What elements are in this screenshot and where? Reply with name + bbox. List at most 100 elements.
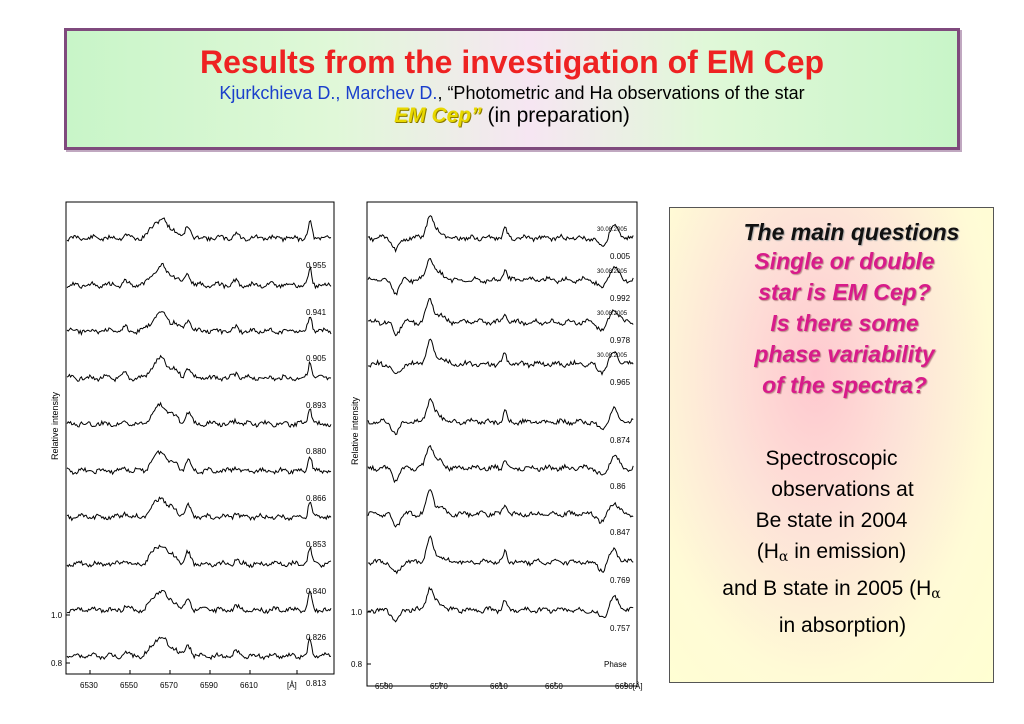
right-phase-label-9: 0.757 bbox=[610, 624, 631, 633]
left-phase-labels: 0.955 0.941 0.905 0.893 0.880 0.866 0.853 0.840… bbox=[306, 261, 327, 688]
star-name: EM Cep” bbox=[394, 104, 482, 127]
right-phase-label-4: 0.965 bbox=[610, 378, 631, 387]
obs-line-3: Be state in 2004 bbox=[755, 509, 908, 532]
left-spectra-plot: 0.955 0.941 0.905 0.893 0.880 0.866 0.853 0.840… bbox=[50, 201, 335, 690]
left-spectrum-1 bbox=[66, 217, 332, 243]
obs-line-4: (Hα in emission) bbox=[670, 536, 993, 573]
left-spectrum-4 bbox=[66, 354, 332, 383]
slide-title: Results from the investigation of EM Cep bbox=[199, 44, 825, 80]
left-xticks: 6530 6550 6570 6590 6610 [Å] bbox=[80, 670, 298, 690]
right-xtick-2: 6570 bbox=[430, 682, 448, 691]
left-spectra-curves bbox=[66, 217, 332, 661]
left-phase-label-7: 0.853 bbox=[306, 540, 327, 549]
left-phase-label-5: 0.880 bbox=[306, 447, 327, 456]
left-phase-label-6: 0.866 bbox=[306, 494, 327, 503]
right-spectrum-3 bbox=[367, 298, 634, 337]
questions-heading: The main questions bbox=[743, 219, 960, 245]
question-line-2: star is EM Cep? bbox=[758, 279, 931, 305]
questions-box: The main questions Single or double star… bbox=[669, 207, 994, 683]
left-spectrum-6 bbox=[66, 449, 332, 476]
left-spectrum-10 bbox=[66, 636, 332, 661]
left-xtick-3: 6570 bbox=[160, 681, 178, 690]
citation-status: (in preparation) bbox=[481, 104, 630, 127]
right-date-label-4: 30.08.2005 bbox=[597, 353, 628, 359]
left-xtick-2: 6550 bbox=[120, 681, 138, 690]
right-date-label-3: 30.08.2005 bbox=[597, 311, 628, 317]
left-phase-label-3: 0.905 bbox=[306, 354, 327, 363]
left-ytick-1: 1.0 bbox=[51, 611, 63, 620]
alpha-symbol: α bbox=[778, 549, 789, 565]
right-spectrum-8 bbox=[367, 535, 634, 575]
question-line-4: phase variability bbox=[754, 341, 935, 367]
left-spectrum-9 bbox=[66, 589, 332, 615]
right-xtick-5: 6690[Å] bbox=[615, 682, 643, 691]
left-plot-frame bbox=[65, 201, 335, 675]
left-xtick-6: [Å] bbox=[287, 681, 297, 690]
left-xtick-1: 6530 bbox=[80, 681, 98, 690]
citation-line: Kjurkchieva D., Marchev D., “Photometric… bbox=[67, 82, 957, 104]
right-spectrum-9 bbox=[367, 586, 634, 623]
right-spectrum-7 bbox=[367, 489, 634, 528]
right-date-label-2: 30.08.2005 bbox=[597, 269, 628, 275]
left-xtick-5: 6610 bbox=[240, 681, 258, 690]
obs-line-2: observations at bbox=[771, 478, 914, 501]
right-xtick-4: 6650 bbox=[545, 682, 563, 691]
right-spectra-figure: 30.08.2005 0.005 30.08.2005 0.992 30.08.2005… bbox=[340, 200, 643, 700]
left-ylabel: Relative intensity bbox=[50, 391, 60, 460]
right-xtick-3: 6610 bbox=[490, 682, 508, 691]
right-phase-label-5: 0.874 bbox=[610, 436, 631, 445]
left-spectrum-3 bbox=[66, 311, 332, 337]
title-banner: Results from the investigation of EM Cep… bbox=[64, 28, 960, 150]
citation-line-2: EM Cep” (in preparation) bbox=[67, 104, 957, 128]
right-date-label-1: 30.08.2005 bbox=[597, 227, 628, 233]
right-xtick-1: 6530 bbox=[375, 682, 393, 691]
right-phase-header: Phase bbox=[604, 660, 627, 669]
obs-line-4-pre: (H bbox=[756, 540, 779, 563]
right-phase-label-1: 0.005 bbox=[610, 252, 631, 261]
right-phase-label-6: 0.86 bbox=[610, 482, 626, 491]
left-ytick-2: 0.8 bbox=[51, 659, 63, 668]
right-phase-labels: 30.08.2005 0.005 30.08.2005 0.992 30.08.2005… bbox=[597, 227, 631, 633]
obs-line-4-post: in emission) bbox=[788, 540, 907, 563]
right-phase-label-7: 0.847 bbox=[610, 528, 631, 537]
right-spectrum-4 bbox=[367, 338, 634, 376]
obs-line-6: in absorption) bbox=[778, 614, 907, 637]
right-spectra-plot: 30.08.2005 0.005 30.08.2005 0.992 30.08.2005… bbox=[350, 201, 643, 691]
questions-list: Single or double star is EM Cep? Is ther… bbox=[670, 246, 993, 401]
obs-line-1: Spectroscopic bbox=[765, 447, 898, 470]
right-phase-label-3: 0.978 bbox=[610, 336, 631, 345]
right-plot-frame bbox=[366, 201, 638, 687]
right-xticks: 6530 6570 6610 6650 6690[Å] bbox=[375, 682, 643, 691]
right-spectrum-5 bbox=[367, 397, 634, 436]
citation-authors: Kjurkchieva D., Marchev D. bbox=[219, 83, 438, 103]
right-spectra-curves bbox=[367, 215, 634, 623]
left-spectrum-8 bbox=[66, 544, 332, 569]
left-spectrum-5 bbox=[66, 401, 332, 428]
alpha-symbol-2: α bbox=[931, 586, 941, 602]
left-phase-label-9: 0.826 bbox=[306, 633, 327, 642]
obs-line-5: and B state in 2005 (Hα bbox=[670, 573, 993, 610]
observations-text: Spectroscopic observations at Be state i… bbox=[670, 443, 993, 641]
question-line-3: Is there some bbox=[770, 310, 919, 336]
left-phase-label-10: 0.813 bbox=[306, 679, 327, 688]
left-phase-label-4: 0.893 bbox=[306, 401, 327, 410]
question-line-5: of the spectra? bbox=[762, 372, 927, 398]
left-spectrum-2 bbox=[66, 262, 332, 290]
right-ylabel: Relative intensity bbox=[350, 396, 360, 465]
left-spectra-figure: 0.955 0.941 0.905 0.893 0.880 0.866 0.853 0.840… bbox=[40, 200, 340, 700]
left-phase-label-1: 0.955 bbox=[306, 261, 327, 270]
left-phase-label-8: 0.840 bbox=[306, 587, 327, 596]
right-spectrum-2 bbox=[367, 258, 634, 296]
left-spectrum-7 bbox=[66, 496, 332, 522]
question-line-1: Single or double bbox=[754, 248, 935, 274]
obs-line-5-pre: and B state in 2005 (H bbox=[722, 577, 932, 600]
right-phase-label-8: 0.769 bbox=[610, 576, 631, 585]
right-ytick-2: 0.8 bbox=[351, 660, 363, 669]
right-phase-label-2: 0.992 bbox=[610, 294, 631, 303]
left-phase-label-2: 0.941 bbox=[306, 308, 327, 317]
right-spectrum-6 bbox=[367, 444, 634, 484]
citation-text: , “Photometric and Ha observations of th… bbox=[437, 83, 805, 103]
left-xtick-4: 6590 bbox=[200, 681, 218, 690]
right-spectrum-1 bbox=[367, 215, 634, 253]
right-ytick-1: 1.0 bbox=[351, 608, 363, 617]
